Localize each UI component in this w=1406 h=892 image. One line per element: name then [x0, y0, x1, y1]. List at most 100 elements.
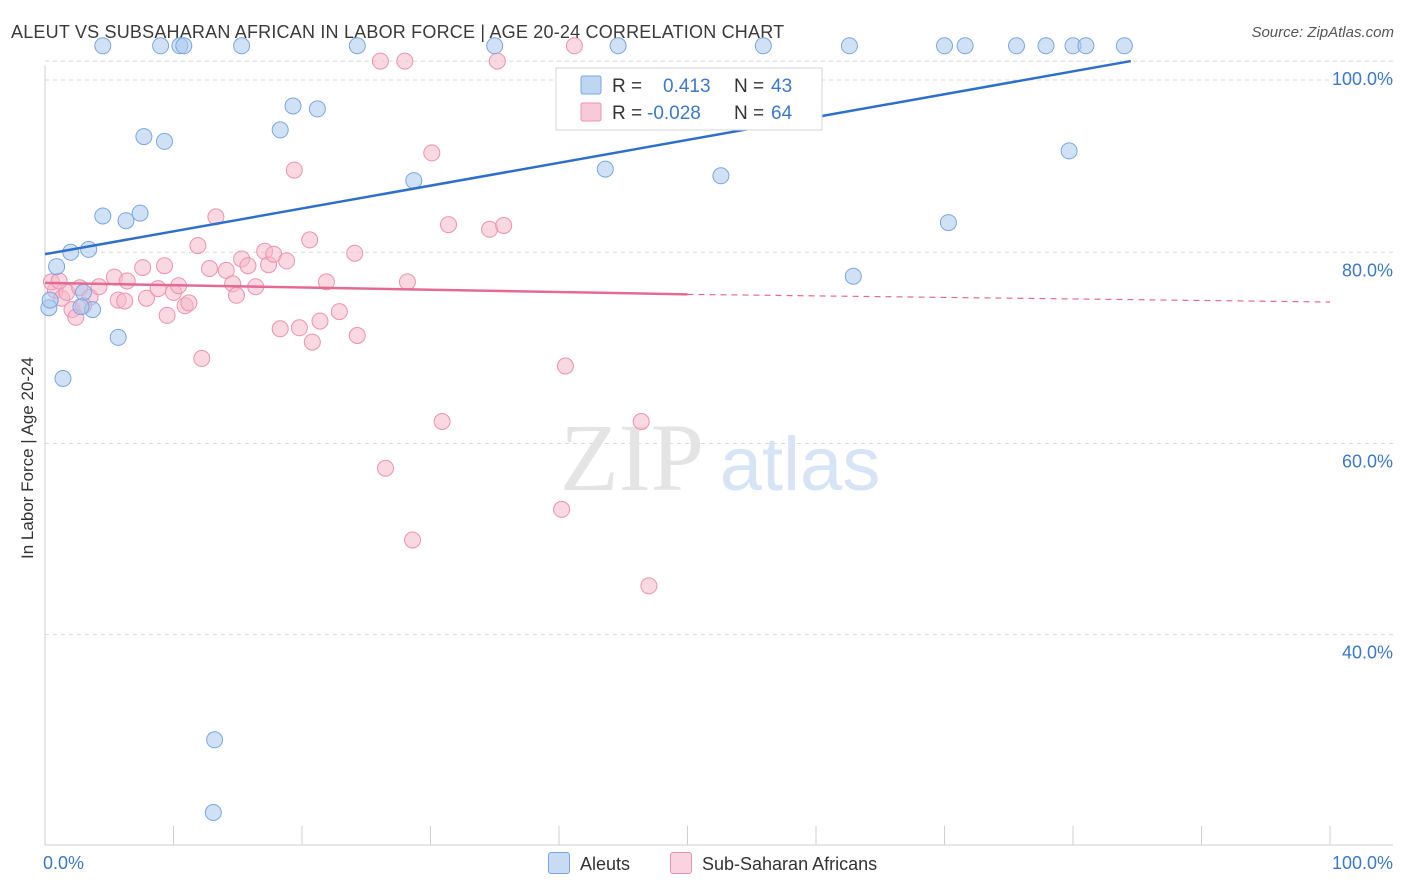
point-aleuts	[1060, 142, 1078, 160]
point-aleuts	[405, 172, 423, 190]
y-tick-label: 40.0%	[1342, 643, 1393, 663]
point-aleuts	[1077, 37, 1095, 55]
point-ssa	[201, 260, 218, 277]
point-aleuts	[152, 37, 170, 55]
point-ssa	[134, 259, 152, 277]
point-ssa	[348, 327, 366, 344]
point-aleuts	[204, 804, 222, 821]
point-aleuts	[175, 37, 193, 55]
legend-box: R = 0.413 N = 43 R = -0.028 N = 64	[555, 67, 823, 131]
point-aleuts	[754, 37, 772, 55]
point-aleuts	[348, 37, 366, 55]
point-ssa	[640, 577, 658, 595]
point-ssa	[271, 320, 289, 338]
point-ssa	[303, 333, 321, 351]
point-aleuts	[712, 167, 730, 185]
point-ssa	[285, 161, 303, 179]
point-ssa	[239, 257, 257, 275]
point-ssa	[193, 349, 211, 367]
point-aleuts	[844, 267, 862, 285]
chart-title: ALEUT VS SUBSAHARAN AFRICAN IN LABOR FOR…	[11, 22, 785, 42]
point-ssa	[180, 294, 198, 312]
point-ssa	[50, 272, 68, 290]
point-ssa	[138, 289, 155, 307]
source-credit: Source: ZipAtlas.com	[1251, 24, 1394, 41]
point-aleuts	[1115, 37, 1133, 55]
point-ssa	[116, 292, 134, 310]
point-ssa	[556, 357, 574, 375]
point-aleuts	[308, 100, 326, 118]
trend-line-ssa-extension	[687, 293, 1331, 303]
point-aleuts	[956, 37, 974, 55]
point-ssa	[488, 52, 506, 70]
legend-n-value-ssa: 64	[771, 103, 793, 124]
point-aleuts	[939, 214, 957, 232]
point-aleuts	[156, 132, 173, 150]
y-axis-label: In Labor Force | Age 20-24	[18, 357, 37, 559]
legend-r-value-ssa: -0.028	[647, 103, 701, 124]
point-aleuts	[284, 97, 302, 115]
point-ssa	[632, 413, 650, 430]
legend-r-label-aleuts: R =	[612, 76, 642, 97]
point-aleuts	[62, 243, 80, 261]
point-ssa	[228, 286, 245, 304]
point-ssa	[189, 237, 207, 255]
point-aleuts	[54, 370, 72, 387]
point-aleuts	[271, 121, 289, 139]
point-aleuts	[135, 128, 153, 146]
point-ssa	[495, 217, 513, 234]
point-ssa	[149, 280, 167, 298]
legend-n-value-aleuts: 43	[771, 76, 792, 97]
point-ssa	[553, 500, 571, 518]
legend-swatch-ssa	[580, 102, 602, 122]
y-tick-label: 60.0%	[1342, 451, 1393, 471]
point-aleuts	[72, 298, 90, 316]
point-aleuts	[840, 37, 858, 55]
gridlines	[45, 60, 1393, 636]
point-ssa	[396, 52, 414, 70]
legend-r-label-ssa: R =	[612, 103, 642, 124]
point-ssa	[377, 459, 394, 477]
legend-r-value-aleuts: 0.413	[663, 76, 711, 97]
point-ssa	[481, 220, 499, 238]
point-aleuts	[117, 212, 135, 230]
trend-line-aleuts	[44, 59, 1132, 256]
legend-n-label-aleuts: N =	[734, 76, 764, 97]
trend-line-ssa	[44, 281, 688, 296]
point-aleuts	[609, 37, 627, 55]
point-aleuts	[596, 160, 614, 178]
point-aleuts	[75, 283, 92, 301]
legend-item-aleuts: Aleuts	[548, 852, 630, 875]
point-aleuts	[48, 258, 66, 276]
point-ssa	[158, 306, 176, 324]
point-aleuts	[109, 328, 127, 346]
point-ssa	[278, 252, 296, 270]
legend-label-aleuts: Aleuts	[580, 854, 631, 874]
point-aleuts	[1037, 37, 1055, 55]
watermark-zip: ZIP	[560, 404, 704, 511]
point-aleuts	[486, 37, 504, 55]
point-ssa	[565, 37, 583, 55]
trend-lines	[44, 59, 1331, 303]
point-ssa	[118, 272, 136, 290]
point-aleuts	[936, 37, 953, 55]
point-ssa	[156, 257, 173, 275]
point-ssa	[423, 144, 441, 162]
point-aleuts	[94, 37, 112, 55]
point-ssa	[301, 231, 319, 249]
x-tick-label-max: 100.0%	[1332, 853, 1393, 873]
point-aleuts	[94, 207, 112, 225]
watermark-atlas: atlas	[720, 422, 881, 507]
point-aleuts	[206, 731, 224, 749]
point-aleuts	[233, 37, 251, 55]
point-aleuts	[1008, 37, 1025, 55]
legend-swatch-aleuts	[580, 75, 602, 95]
point-aleuts	[41, 291, 59, 309]
point-aleuts	[80, 240, 98, 258]
legend-n-label-ssa: N =	[734, 103, 764, 124]
legend-swatch-ssa-bottom	[670, 852, 692, 874]
point-ssa	[346, 244, 364, 262]
legend-label-ssa: Sub-Saharan Africans	[702, 854, 878, 874]
point-aleuts	[131, 204, 149, 222]
point-ssa	[317, 273, 335, 291]
